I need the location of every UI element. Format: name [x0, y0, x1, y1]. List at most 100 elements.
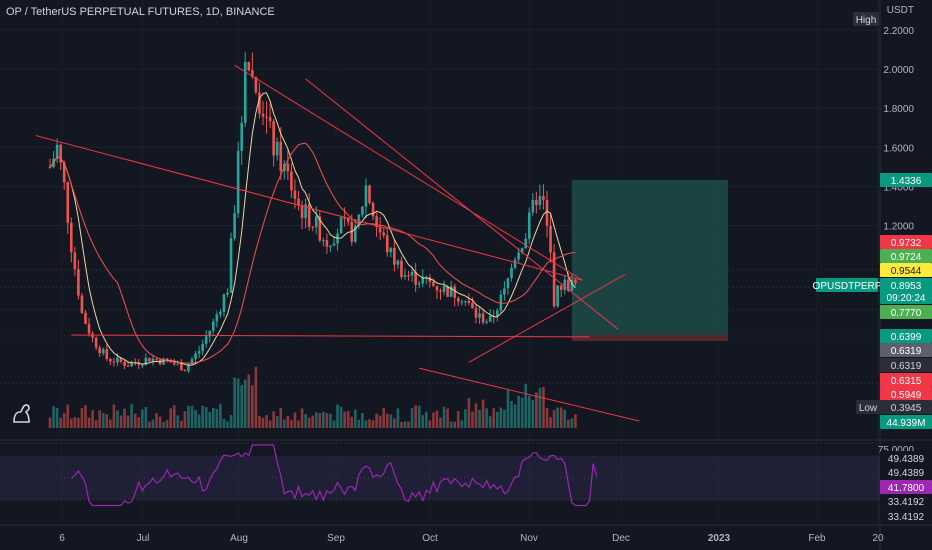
candle-body: [77, 269, 80, 296]
volume-bar: [496, 411, 499, 428]
countdown-badge: 09:20:24: [887, 293, 926, 304]
level5-badge-bg: [880, 387, 932, 401]
volume-bar: [549, 417, 552, 428]
candle-body: [499, 294, 503, 311]
axes: 2.2000 2.0000 1.8000 1.6000 1.4000 1.2000 6 Jul…: [59, 5, 914, 544]
volume-bar: [510, 400, 513, 428]
volume-bar: [240, 385, 243, 428]
price-tick: 1.8000: [883, 104, 914, 115]
trendline[interactable]: [419, 367, 640, 422]
rsi-v1-bg: [880, 451, 932, 465]
candle-body: [329, 245, 332, 247]
trendlines[interactable]: [35, 64, 640, 422]
volume-bar: [513, 404, 517, 428]
volume-badge: 44.939M: [887, 418, 926, 429]
volume-bar: [499, 407, 503, 428]
volume-bar: [52, 406, 55, 428]
volume-bar: [243, 379, 247, 428]
candle-body: [243, 61, 247, 123]
candle-body: [226, 292, 229, 295]
candle-body: [371, 202, 375, 217]
candle-body: [212, 321, 215, 331]
volume-bar: [396, 408, 400, 428]
volume-bar: [421, 415, 425, 428]
volume-bar: [329, 413, 332, 428]
volume-bar: [91, 410, 94, 428]
price-tick: 1.4000: [883, 182, 914, 193]
volume-bar: [265, 415, 268, 428]
candle-body: [517, 252, 520, 260]
candle-body: [297, 198, 300, 206]
volume-bar: [456, 411, 460, 428]
volume-bar: [219, 404, 222, 428]
volume-badge-bg: [880, 415, 932, 429]
candle-body: [233, 213, 236, 239]
volume-bar: [197, 414, 201, 428]
candle-body: [567, 279, 570, 292]
trendline[interactable]: [468, 273, 626, 363]
trendline[interactable]: [234, 64, 583, 281]
candle-body: [236, 151, 240, 214]
candle-body: [449, 286, 453, 297]
candle-body: [559, 285, 563, 290]
volume-bar: [261, 417, 265, 428]
time-tick: Jul: [137, 533, 150, 544]
ma2-badge: 0.9724: [891, 252, 922, 263]
candle-body: [378, 227, 382, 233]
candle-body: [116, 357, 119, 363]
volume-bar: [155, 413, 158, 428]
volume-bar: [435, 410, 439, 428]
candle-body: [556, 285, 559, 307]
candle-body: [101, 349, 105, 354]
trendline[interactable]: [305, 78, 619, 330]
volume-bar: [126, 415, 130, 428]
trendline[interactable]: [35, 135, 583, 281]
rsi-band: [0, 456, 880, 500]
volume-bar: [417, 405, 421, 428]
candle-body: [254, 77, 258, 93]
volume-bar: [556, 407, 559, 428]
level2-badge: 0.6319: [891, 346, 922, 357]
candle-body: [446, 285, 449, 297]
long-position-zone[interactable]: [571, 179, 729, 341]
candle-body: [204, 336, 208, 344]
candle-body: [510, 267, 513, 279]
candle-body: [542, 196, 545, 201]
candle-body: [130, 362, 133, 367]
rsi-top-tick: 75.0000: [878, 445, 915, 456]
target-badge: 1.4336: [891, 176, 922, 187]
volume-bar: [137, 417, 141, 428]
volume-bar: [503, 409, 506, 428]
trendline[interactable]: [71, 334, 590, 338]
candle-body: [105, 349, 109, 359]
candle-body: [98, 347, 101, 354]
candle-body: [488, 316, 492, 322]
candle-body: [545, 200, 549, 226]
level3-badge: 0.6319: [891, 361, 922, 372]
level1-badge: 0.6399: [891, 332, 922, 343]
volume-bar: [449, 421, 453, 428]
volume-bar: [300, 408, 304, 428]
volume-bar: [279, 407, 283, 428]
candle-body: [325, 240, 329, 247]
volume-bar: [439, 417, 442, 428]
volume-bar: [382, 407, 385, 428]
time-tick: Feb: [808, 533, 826, 544]
time-tick: Sep: [327, 533, 345, 544]
volume-bar: [403, 421, 407, 428]
tradingview-dino-icon: [13, 404, 30, 423]
volume-bar: [361, 413, 364, 428]
volume-bar: [98, 410, 101, 428]
rsi-pane: [0, 444, 880, 507]
moving-averages: [49, 92, 576, 366]
candle-body: [570, 279, 574, 292]
candle-body: [109, 358, 112, 362]
candle-body: [354, 226, 357, 242]
candle-body: [176, 363, 180, 365]
volume-bar: [357, 419, 361, 428]
candle-body: [307, 204, 311, 227]
volume-bar: [77, 417, 80, 428]
volume-bar: [133, 413, 137, 428]
rsi-v4: 33.4192: [888, 497, 925, 508]
